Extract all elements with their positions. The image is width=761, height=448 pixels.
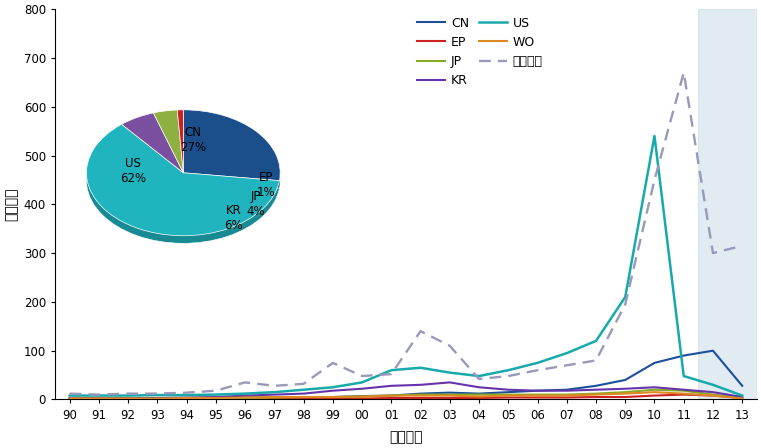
X-axis label: 출원연도: 출원연도 <box>389 430 422 444</box>
Text: KR
6%: KR 6% <box>224 204 243 232</box>
Wedge shape <box>87 124 279 236</box>
Bar <box>699 9 757 400</box>
Text: US
62%: US 62% <box>120 157 146 185</box>
Text: CN
27%: CN 27% <box>180 126 206 154</box>
Wedge shape <box>87 132 279 243</box>
Wedge shape <box>154 117 183 181</box>
Wedge shape <box>122 113 183 173</box>
Wedge shape <box>122 121 183 181</box>
Wedge shape <box>154 110 183 173</box>
Y-axis label: 출원건수: 출원건수 <box>4 188 18 221</box>
Wedge shape <box>177 117 183 181</box>
Text: EP
1%: EP 1% <box>256 172 275 199</box>
Legend: CN, EP, JP, KR, US, WO, 분자육종: CN, EP, JP, KR, US, WO, 분자육종 <box>412 12 548 92</box>
Text: JP
4%: JP 4% <box>247 190 266 218</box>
Wedge shape <box>183 117 280 188</box>
Wedge shape <box>177 110 183 173</box>
Wedge shape <box>183 110 280 181</box>
